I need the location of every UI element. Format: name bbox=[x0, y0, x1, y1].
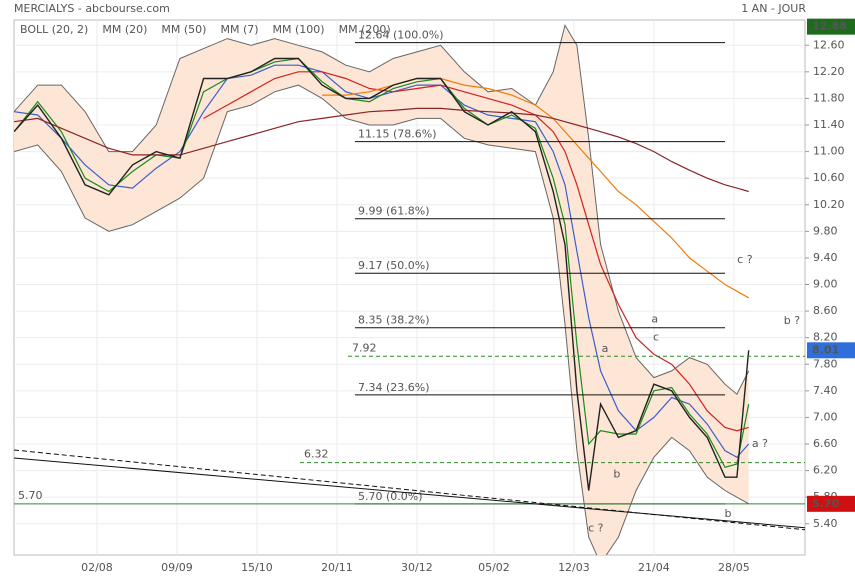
trendline bbox=[13, 449, 806, 531]
support-label: 7.92 bbox=[352, 341, 377, 354]
x-tick-label: 09/09 bbox=[161, 561, 193, 574]
y-tick-label: 11.40 bbox=[813, 118, 845, 131]
price-tag bbox=[807, 495, 855, 512]
wave-label: a ? bbox=[752, 437, 768, 450]
header-period: 1 AN - JOUR bbox=[741, 2, 806, 15]
legend-entry: MM (100) bbox=[273, 23, 325, 36]
price-tag-label: 5.70 bbox=[812, 497, 839, 510]
wave-label: b bbox=[613, 468, 620, 481]
price-tag bbox=[807, 342, 855, 359]
legend-entry: MM (7) bbox=[220, 23, 258, 36]
y-tick-label: 7.40 bbox=[813, 384, 838, 397]
x-tick-label: 05/02 bbox=[478, 561, 510, 574]
fib-label: 9.99 (61.8%) bbox=[358, 205, 430, 218]
wave-label: b bbox=[724, 507, 731, 520]
y-tick-label: 11.80 bbox=[813, 91, 845, 104]
y-tick-label: 7.00 bbox=[813, 410, 838, 423]
fib-label: 5.70 (0.0%) bbox=[358, 490, 423, 503]
y-tick-label: 9.80 bbox=[813, 224, 838, 237]
x-tick-label: 02/08 bbox=[81, 561, 113, 574]
legend-entry: MM (50) bbox=[161, 23, 206, 36]
y-tick-label: 6.60 bbox=[813, 437, 838, 450]
legend-entry: MM (200) bbox=[339, 23, 391, 36]
legend-entry: BOLL (20, 2) bbox=[20, 23, 88, 36]
wave-label: a bbox=[602, 342, 609, 355]
y-tick-label: 6.20 bbox=[813, 464, 838, 477]
y-tick-label: 5.40 bbox=[813, 517, 838, 530]
y-tick-label: 7.80 bbox=[813, 357, 838, 370]
support-label: 5.70 bbox=[18, 489, 43, 502]
y-tick-label: 9.40 bbox=[813, 251, 838, 264]
plot bbox=[14, 24, 750, 555]
price-tag-label: 12.88 bbox=[812, 20, 847, 33]
price-tag-label: 8.01 bbox=[812, 343, 839, 356]
support-label: 6.32 bbox=[304, 448, 329, 461]
wave-label: b ? bbox=[784, 314, 800, 327]
x-tick-label: 21/04 bbox=[638, 561, 670, 574]
price-line bbox=[14, 57, 750, 491]
grid: 5.405.806.206.607.007.407.808.208.609.00… bbox=[14, 20, 845, 574]
bollinger-upper bbox=[14, 24, 750, 395]
wave-label: a bbox=[651, 313, 658, 326]
fib-label: 7.34 (23.6%) bbox=[358, 381, 430, 394]
fib-label: 11.15 (78.6%) bbox=[358, 128, 437, 141]
x-tick-label: 15/10 bbox=[241, 561, 273, 574]
y-tick-label: 12.60 bbox=[813, 38, 845, 51]
x-tick-label: 30/12 bbox=[401, 561, 433, 574]
ma-line bbox=[14, 107, 749, 193]
y-tick-label: 8.60 bbox=[813, 304, 838, 317]
fib-label: 12.64 (100.0%) bbox=[358, 29, 444, 42]
y-tick-label: 10.20 bbox=[813, 198, 845, 211]
fib-label: 8.35 (38.2%) bbox=[358, 314, 430, 327]
overlay: 12.64 (100.0%) 11.15 (78.6%) 9.99 (61.8%) 9… bbox=[13, 18, 855, 534]
x-tick-label: 20/11 bbox=[321, 561, 353, 574]
y-tick-label: 10.60 bbox=[813, 171, 845, 184]
y-tick-label: 12.20 bbox=[813, 65, 845, 78]
y-tick-label: 9.00 bbox=[813, 278, 838, 291]
fib-label: 9.17 (50.0%) bbox=[358, 259, 430, 272]
bollinger-lower bbox=[14, 84, 749, 555]
price-tag bbox=[807, 18, 855, 35]
wave-label: c ? bbox=[588, 521, 604, 534]
header-title: MERCIALYS - abcbourse.com bbox=[14, 2, 170, 15]
wave-label: c bbox=[653, 331, 659, 344]
x-tick-label: 12/03 bbox=[558, 561, 590, 574]
legend-entry: MM (20) bbox=[102, 23, 147, 36]
wave-label: c ? bbox=[737, 253, 753, 266]
y-tick-label: 8.20 bbox=[813, 331, 838, 344]
bollinger-fill bbox=[14, 25, 749, 555]
y-tick-label: 11.00 bbox=[813, 145, 845, 158]
trendline bbox=[13, 457, 806, 529]
x-tick-label: 28/05 bbox=[718, 561, 750, 574]
